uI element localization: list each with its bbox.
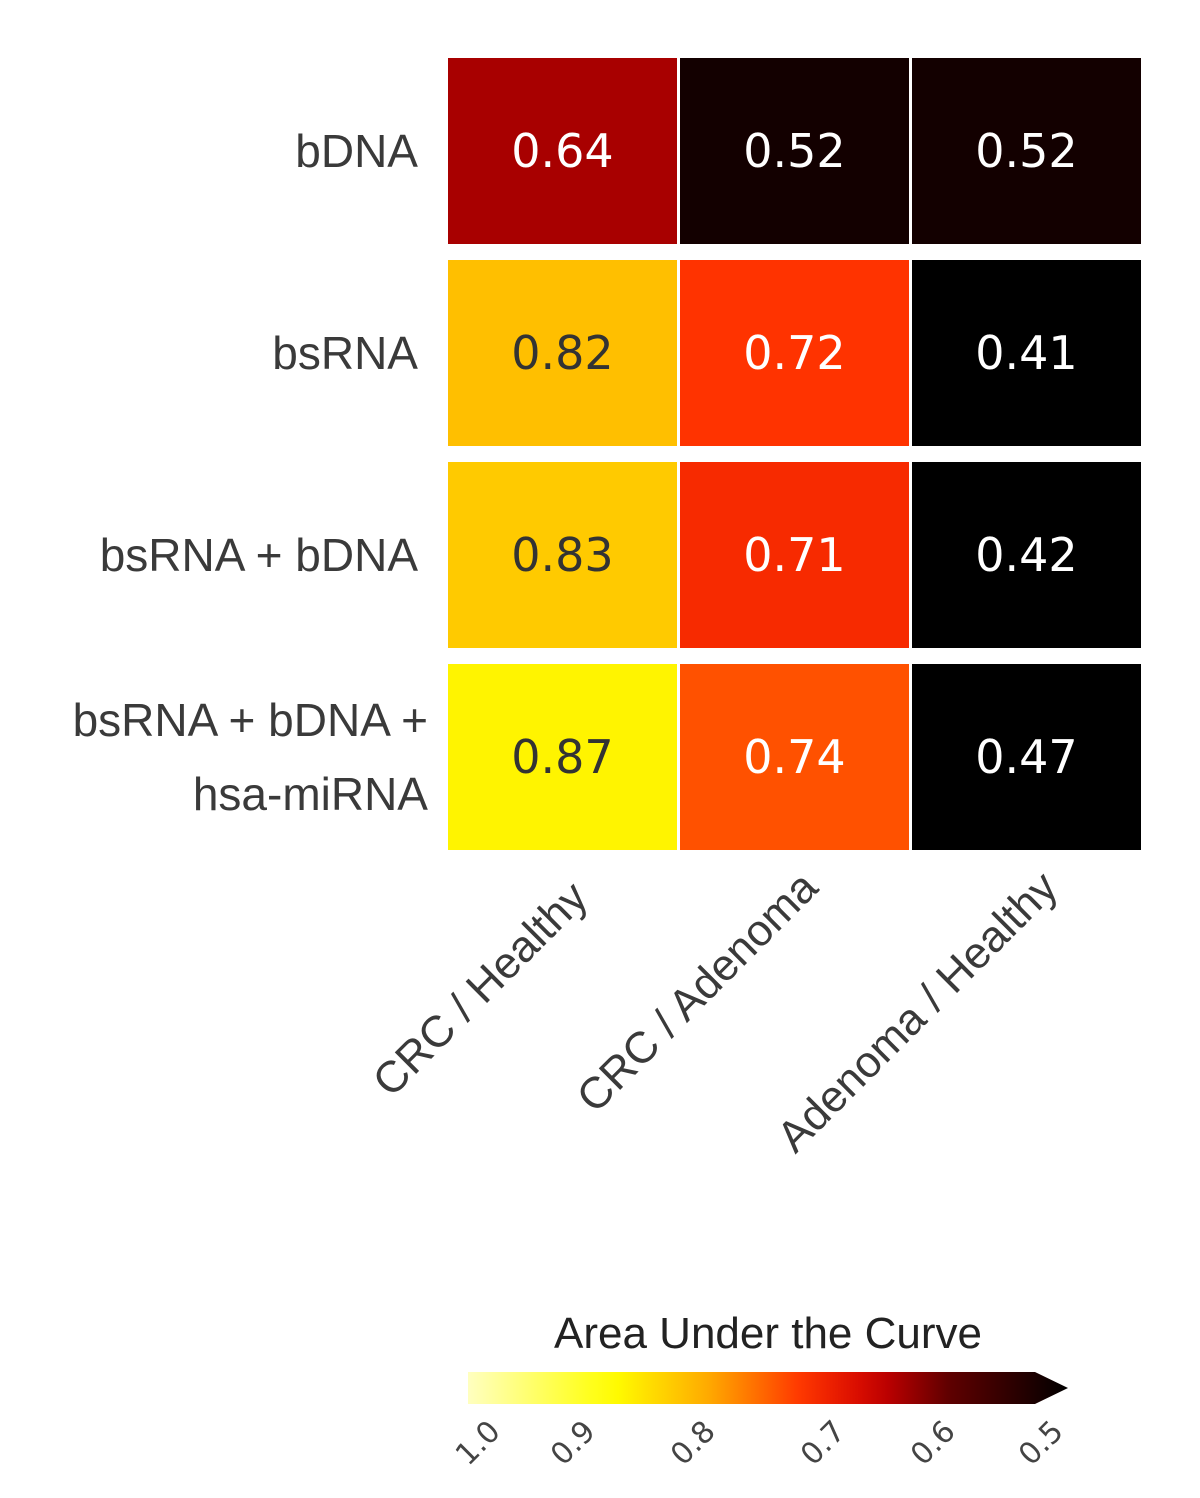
heatmap-cell-label: 0.74: [743, 730, 845, 784]
heatmap-cell: [680, 664, 909, 850]
heatmap-cell-label: 0.64: [511, 124, 613, 178]
colorbar-tick-label: 0.6: [904, 1414, 962, 1472]
column-label: CRC / Healthy: [364, 872, 597, 1105]
heatmap-cell-label: 0.82: [511, 326, 613, 380]
colorbar-title: Area Under the Curve: [554, 1309, 982, 1358]
heatmap-cell: [448, 260, 677, 446]
row-label: bsRNA + bDNA +: [73, 694, 428, 746]
heatmap-cell: [448, 58, 677, 244]
heatmap-cell-label: 0.72: [743, 326, 845, 380]
heatmap-cell-label: 0.87: [511, 730, 613, 784]
row-labels: bDNA bsRNA bsRNA + bDNA bsRNA + bDNA + hsa-m…: [73, 125, 429, 820]
colorbar-ticks: 1.0 0.9 0.8 0.7 0.6 0.5: [449, 1414, 1070, 1472]
colorbar-tick-label: 0.7: [794, 1414, 852, 1472]
heatmap-cell: [448, 462, 677, 648]
row-label: bsRNA: [272, 327, 418, 379]
colorbar-tick-label: 0.9: [544, 1414, 602, 1472]
heatmap-cell: [912, 462, 1141, 648]
row-label: bDNA: [295, 125, 418, 177]
heatmap-cell: [912, 664, 1141, 850]
colorbar-tick-label: 0.5: [1012, 1414, 1070, 1472]
colorbar-gradient-bar: [468, 1372, 1068, 1404]
heatmap-cell-label: 0.52: [743, 124, 845, 178]
heatmap-cell-label: 0.47: [975, 730, 1077, 784]
heatmap-cell-label: 0.42: [975, 528, 1077, 582]
heatmap-cell: [680, 260, 909, 446]
colorbar-legend: Area Under the Curve 1.0 0.9 0.8 0.7 0.6 0.5: [449, 1309, 1070, 1473]
row-label: bsRNA + bDNA: [100, 529, 419, 581]
colorbar-tick-label: 0.8: [664, 1414, 722, 1472]
heatmap-cell: [680, 58, 909, 244]
heatmap-cells: 0.64 0.52 0.52 0.82 0.72 0.41 0.83 0.71 0.42 0.87…: [448, 58, 1141, 850]
heatmap-cell-label: 0.41: [975, 326, 1077, 380]
row-label: hsa-miRNA: [193, 768, 428, 820]
colorbar-tick-label: 1.0: [449, 1414, 507, 1472]
heatmap-cell-label: 0.52: [975, 124, 1077, 178]
heatmap-cell: [680, 462, 909, 648]
heatmap-cell: [448, 664, 677, 850]
column-label: CRC / Adenoma: [568, 862, 828, 1122]
heatmap-cell: [912, 260, 1141, 446]
heatmap-cell-label: 0.83: [511, 528, 613, 582]
heatmap-cell-label: 0.71: [743, 528, 845, 582]
heatmap-cell: [912, 58, 1141, 244]
